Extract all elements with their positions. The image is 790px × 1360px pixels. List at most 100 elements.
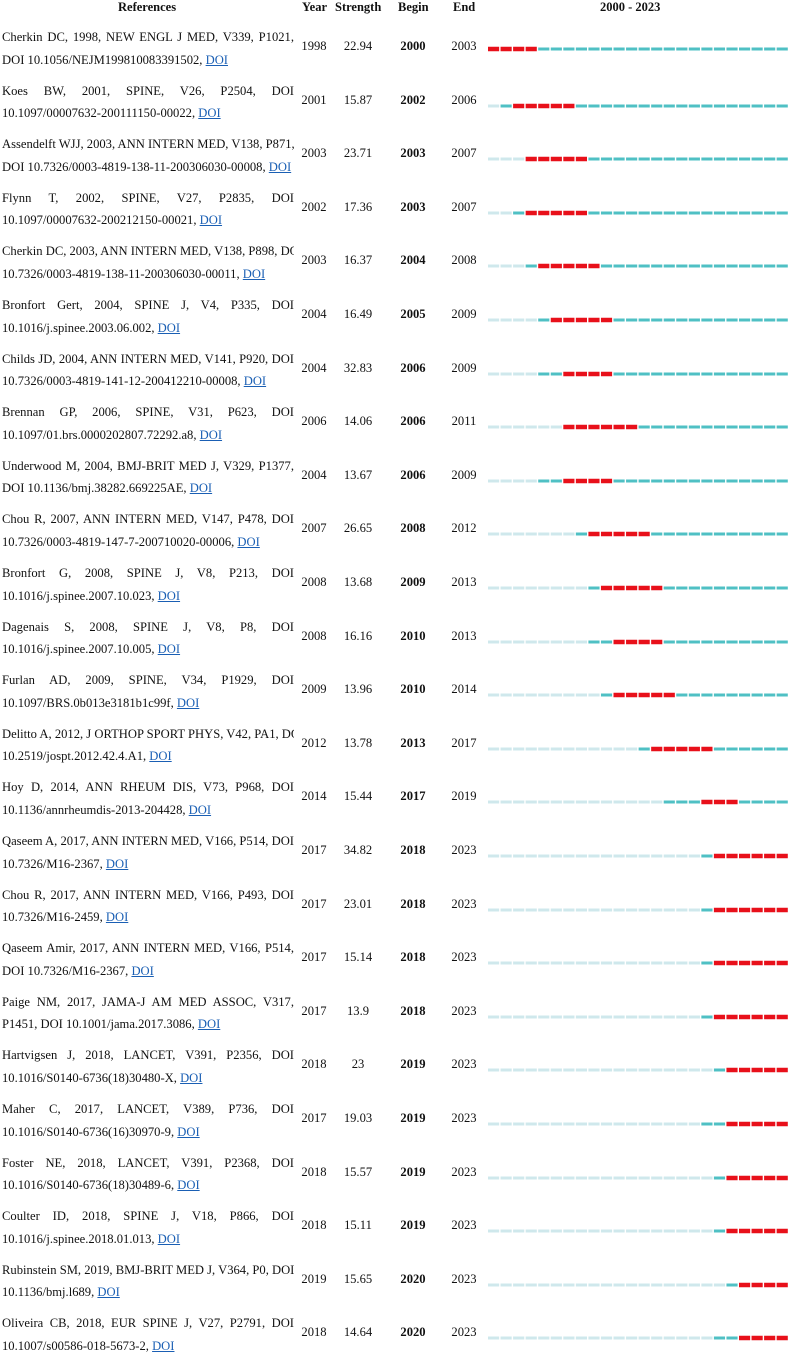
- timeline-segment-pre: [513, 479, 525, 483]
- begin-cell: 2000: [400, 39, 426, 53]
- timeline-segment-pre: [563, 532, 575, 536]
- timeline-segment-active: [726, 640, 738, 644]
- doi-link[interactable]: DOI: [268, 159, 292, 174]
- reference-line-2-text: 10.1097/00007632-200212150-00021,: [2, 213, 200, 228]
- doi-link[interactable]: DOI: [105, 856, 129, 871]
- begin-cell: 2019: [400, 1111, 426, 1125]
- doi-link[interactable]: DOI: [180, 1070, 203, 1085]
- timeline-segment-burst: [563, 156, 575, 162]
- end-cell: 2013: [451, 575, 477, 589]
- doi-link[interactable]: DOI: [177, 1178, 200, 1193]
- timeline-segment-active: [764, 372, 776, 376]
- timeline-segment-pre: [575, 1122, 587, 1126]
- doi-link[interactable]: DOI: [149, 749, 172, 764]
- reference-cell: Rubinstein SM, 2019, BMJ-BRIT MED J, V36…: [2, 1259, 294, 1304]
- timeline-segment-pre: [663, 1068, 675, 1072]
- doi-link[interactable]: DOI: [188, 802, 212, 817]
- timeline-segment-burst: [751, 960, 763, 966]
- timeline-segment-active: [739, 264, 751, 268]
- timeline-segment-active: [751, 532, 763, 536]
- timeline-segment-pre: [538, 586, 550, 590]
- timeline-segment-pre: [488, 157, 500, 161]
- reference-line-2-text: 10.1097/BRS.0b013e3181b1c99f,: [2, 695, 177, 710]
- doi-link[interactable]: DOI: [242, 266, 266, 281]
- timeline-segment-pre: [676, 1336, 688, 1340]
- reference-cell: Childs JD, 2004, ANN INTERN MED, V141, P…: [2, 348, 294, 393]
- timeline-segment-pre: [651, 854, 663, 858]
- doi-link[interactable]: DOI: [198, 106, 221, 121]
- timeline-segment-pre: [638, 1015, 650, 1019]
- reference-line-2-text: 10.1136/bmj.l689,: [2, 1285, 98, 1300]
- doi-link[interactable]: DOI: [105, 910, 129, 925]
- timeline-segment-active: [701, 372, 713, 376]
- timeline-segment-pre: [600, 1068, 613, 1072]
- timeline-segment-burst: [575, 210, 587, 216]
- timeline-segment-burst: [588, 317, 600, 323]
- year-cell: 2004: [301, 360, 327, 375]
- timeline-segment-pre: [538, 1068, 550, 1072]
- doi-link[interactable]: DOI: [157, 642, 181, 657]
- doi-link[interactable]: DOI: [157, 1231, 181, 1246]
- burst-timeline: [488, 800, 788, 805]
- doi-link[interactable]: DOI: [177, 1124, 200, 1139]
- doi-link[interactable]: DOI: [199, 213, 223, 228]
- reference-line-1: Qaseem A, 2017, ANN INTERN MED, V166, P5…: [2, 834, 294, 848]
- begin-cell: 2018: [400, 896, 426, 911]
- timeline-segment-burst: [600, 532, 613, 537]
- timeline-segment-burst: [600, 585, 613, 591]
- timeline-segment-pre: [513, 1229, 525, 1233]
- timeline-segment-active: [626, 318, 638, 322]
- begin-cell: 2008: [400, 521, 426, 536]
- timeline-segment-burst: [713, 800, 726, 805]
- timeline-segment-pre: [500, 318, 512, 322]
- doi-link[interactable]: DOI: [197, 1017, 221, 1032]
- timeline-segment-pre: [626, 1015, 638, 1019]
- strength-cell: 15.11: [344, 1218, 372, 1233]
- timeline-segment-active: [638, 104, 650, 108]
- timeline-segment-burst: [764, 1014, 776, 1020]
- doi-link[interactable]: DOI: [157, 320, 181, 335]
- timeline-segment-pre: [500, 1176, 512, 1180]
- timeline-segment-pre: [500, 532, 512, 536]
- reference-line-2-text: 10.1016/j.spinee.2007.10.005,: [2, 642, 158, 657]
- timeline-segment-burst: [726, 907, 738, 912]
- timeline-segment-active: [713, 532, 726, 536]
- timeline-segment-pre: [488, 854, 500, 858]
- timeline-segment-active: [613, 47, 625, 51]
- doi-link[interactable]: DOI: [176, 695, 200, 710]
- timeline-segment-active: [676, 479, 688, 483]
- table-row: Bronfort G, 2008, SPINE J, V8, P213, DOI…: [0, 556, 790, 610]
- timeline-segment-active: [638, 372, 650, 376]
- doi-link[interactable]: DOI: [205, 52, 228, 67]
- reference-line-2: P1451, DOI 10.1001/jama.2017.3086, DOI: [2, 1013, 294, 1036]
- doi-link[interactable]: DOI: [152, 1338, 175, 1353]
- timeline-segment-pre: [538, 800, 550, 804]
- timeline-segment-active: [776, 425, 788, 429]
- timeline-segment-active: [651, 425, 663, 429]
- timeline-segment-pre: [513, 1176, 525, 1180]
- timeline-segment-burst: [550, 264, 562, 269]
- timeline-segment-burst: [563, 317, 575, 323]
- timeline-segment-pre: [600, 1122, 613, 1126]
- reference-cell: Assendelft WJJ, 2003, ANN INTERN MED, V1…: [2, 133, 294, 178]
- timeline-segment-pre: [538, 1283, 550, 1287]
- timeline-segment-pre: [500, 1068, 512, 1072]
- end-cell: 2006: [451, 92, 477, 107]
- doi-link[interactable]: DOI: [157, 588, 181, 603]
- timeline-segment-pre: [525, 1068, 537, 1072]
- strength-cell: 16.37: [343, 253, 373, 268]
- begin-cell: 2018: [400, 1003, 426, 1018]
- timeline-segment-pre: [500, 1015, 512, 1019]
- doi-link[interactable]: DOI: [131, 963, 154, 978]
- timeline-segment-active: [663, 640, 675, 644]
- reference-cell: Hoy D, 2014, ANN RHEUM DIS, V73, P968, D…: [2, 776, 294, 821]
- timeline-segment-burst: [626, 532, 638, 537]
- doi-link[interactable]: DOI: [97, 1285, 120, 1300]
- doi-link[interactable]: DOI: [189, 481, 213, 496]
- doi-link[interactable]: DOI: [199, 427, 223, 442]
- timeline-segment-pre: [563, 1336, 575, 1340]
- doi-link[interactable]: DOI: [237, 534, 260, 549]
- doi-link[interactable]: DOI: [243, 374, 267, 389]
- timeline-segment-burst: [550, 156, 562, 162]
- timeline-segment-burst: [500, 46, 512, 52]
